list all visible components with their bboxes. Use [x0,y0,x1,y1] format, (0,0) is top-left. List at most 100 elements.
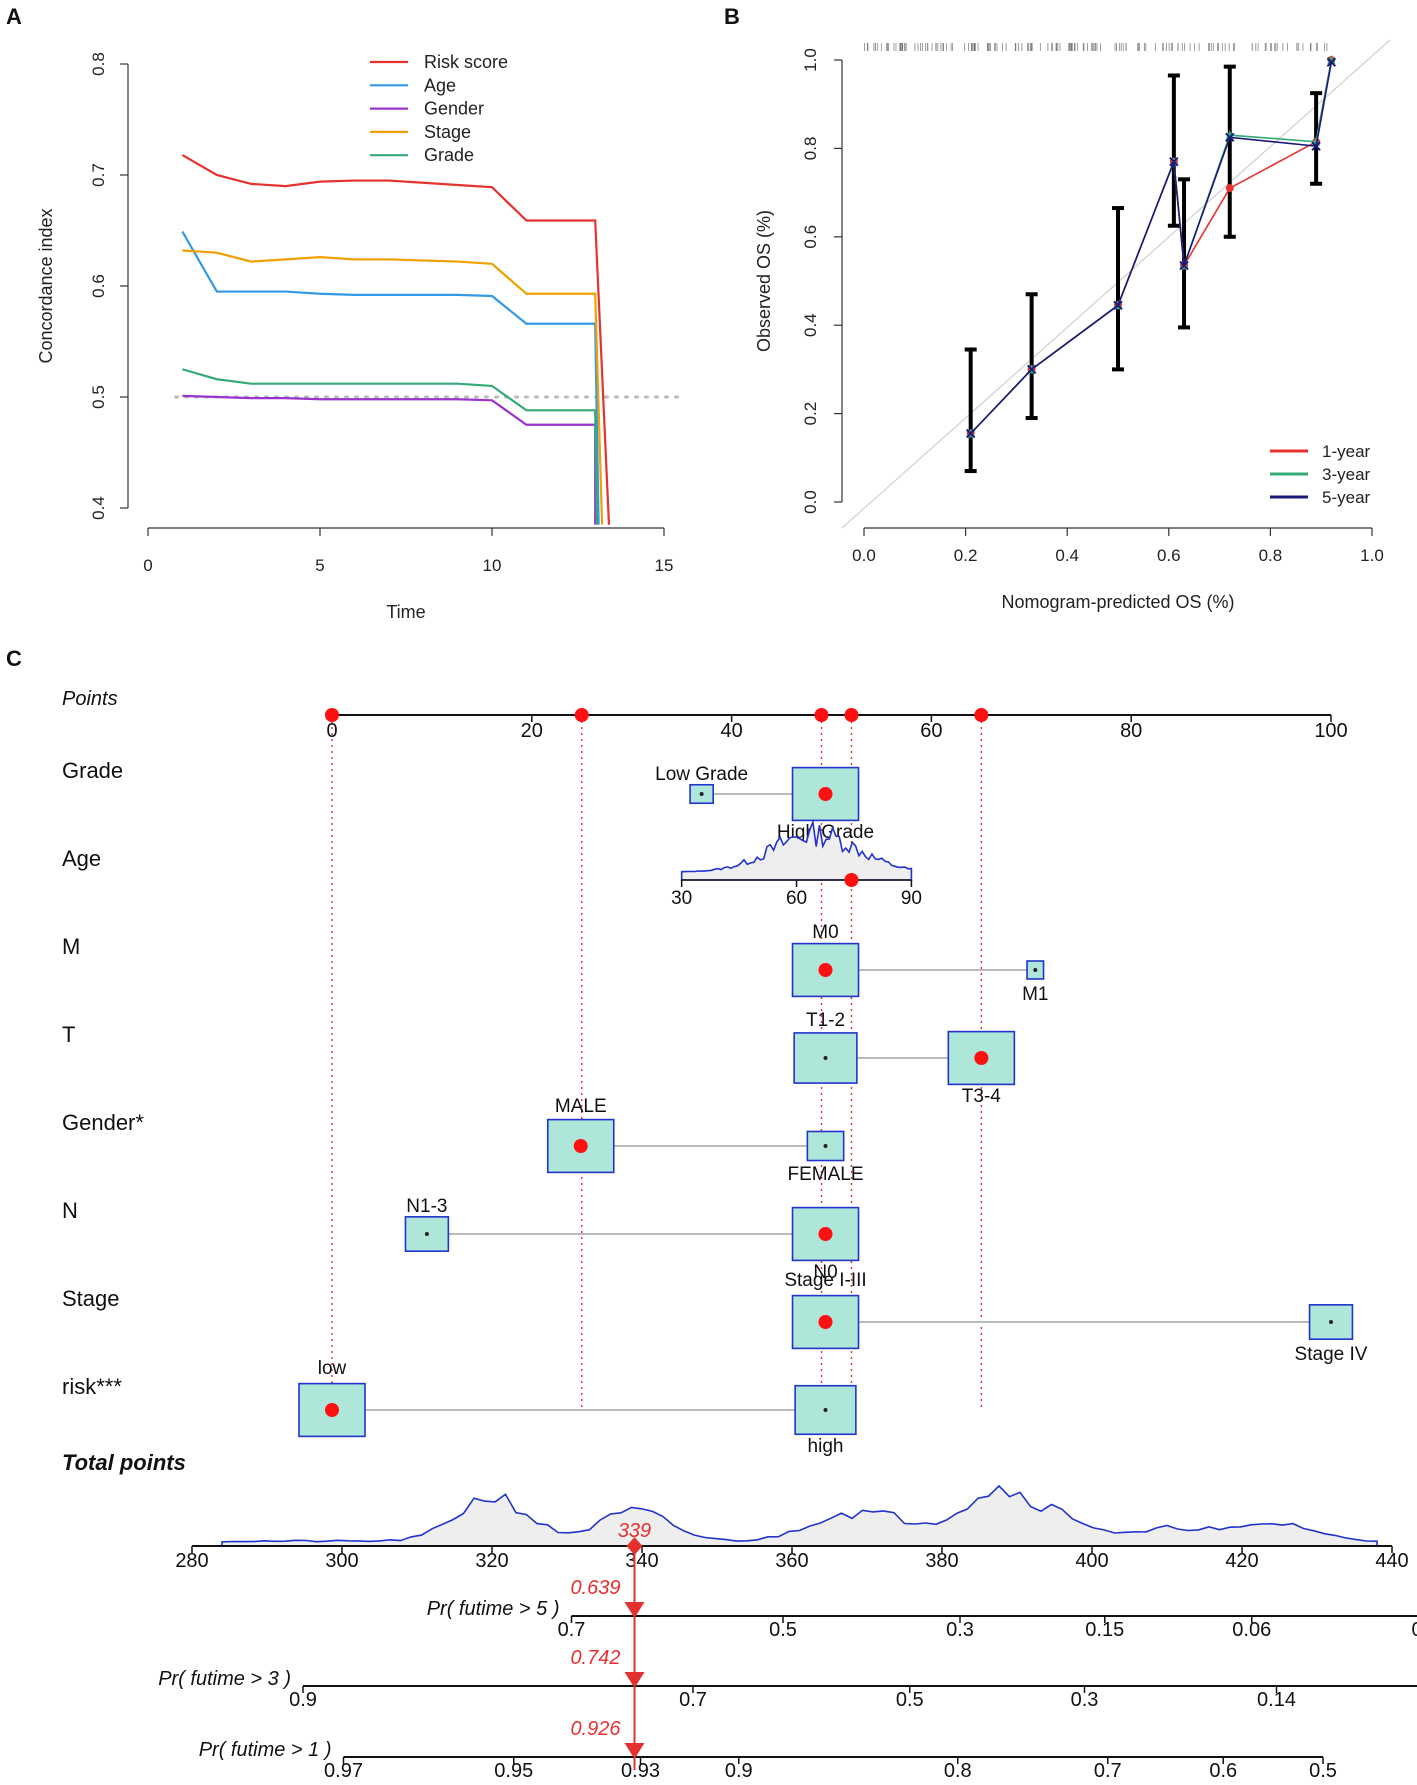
panel-label-c: C [6,646,22,671]
level-box [791,1294,860,1350]
b-x-axis-label: Nomogram-predicted OS (%) [1001,592,1234,612]
points-axis-marker [574,708,589,722]
probability-value: 0.926 [570,1718,621,1740]
b-point-5-year [1326,57,1337,67]
probability-axis-tick-label: 0.5 [896,1689,924,1711]
b-x-tick-label: 0.4 [1055,546,1079,565]
level-dot [1033,968,1038,972]
variable-label: N [62,1198,78,1223]
probability-value: 0.639 [570,1577,620,1599]
a-legend-label: Grade [424,145,474,165]
probability-axis-tick-label: 0.15 [1085,1619,1124,1641]
a-y-tick-label: 0.4 [89,496,108,520]
probability-axis-tick-label: 0.95 [494,1760,533,1782]
variable-label: Stage [62,1286,120,1311]
probability-axis-tick-label: 0.02 [1412,1619,1417,1641]
level-label: N0 [813,1262,837,1283]
b-point-5-year [1169,156,1179,167]
total-points-tick-label: 340 [625,1550,658,1572]
b-x-tick-label: 0.2 [954,546,978,565]
a-legend-label: Gender [424,99,484,119]
level-label: Stage I-III [784,1270,866,1291]
a-x-tick-label: 0 [143,556,152,575]
b-rug [864,43,1328,51]
level-label: Stage IV [1295,1344,1368,1365]
level-label: T1-2 [806,1010,845,1031]
total-points-tick-label: 380 [925,1550,958,1572]
points-axis-tick-label: 0 [326,720,337,742]
a-legend-label: Risk score [424,52,508,72]
variable-label: M [62,934,80,959]
probability-axis-label: Pr( futime > 5 ) [427,1598,560,1620]
b-point-5-year [1311,141,1321,151]
a-series-line-risk-score [181,154,611,525]
total-points-density [221,1484,1378,1547]
points-axis-tick-label: 20 [521,720,543,742]
variable-label: risk*** [62,1374,122,1399]
total-points-tick-label: 360 [775,1550,808,1572]
points-axis-tick-label: 100 [1314,720,1347,742]
b-y-axis-label: Observed OS (%) [754,210,774,352]
age-selected-marker [844,873,859,887]
panel-label-b: B [724,4,740,29]
age-axis-tick-label: 60 [786,888,807,909]
probability-axis-tick-label: 0.14 [1257,1689,1296,1711]
b-y-tick-label: 1.0 [801,48,820,72]
probability-axis-label: Pr( futime > 1 ) [199,1739,332,1761]
a-series-line-grade [182,368,599,525]
b-point-1-year [1225,184,1234,193]
b-legend-label: 1-year [1322,442,1371,461]
age-axis-tick-label: 30 [671,888,692,909]
level-label: T3-4 [962,1086,1002,1107]
level-label: High Grade [777,822,874,843]
selected-level-marker [974,1051,989,1065]
points-axis-tick-label: 60 [920,720,942,742]
probability-axis-tick-label: 0.97 [324,1760,363,1782]
total-points-tick-label: 400 [1075,1550,1108,1572]
b-point-3-year [1327,55,1336,64]
level-label: Low Grade [655,764,748,785]
b-y-tick-label: 0.0 [801,490,820,514]
total-points-tick-label: 320 [475,1550,508,1572]
age-density [680,819,913,881]
level-dot [1329,1320,1333,1324]
selected-level-marker [325,1403,339,1417]
level-dot [823,1408,828,1412]
selected-level-marker [818,1227,833,1241]
probability-axis-tick-label: 0.9 [289,1689,317,1711]
b-legend-label: 5-year [1322,488,1371,507]
b-legend-label: 3-year [1322,465,1371,484]
total-points-tick-label: 440 [1375,1550,1408,1572]
level-label: M1 [1022,984,1048,1005]
a-x-tick-label: 5 [315,556,324,575]
a-y-axis-label: Concordance index [36,208,56,363]
a-series-line-stage [182,249,604,525]
probability-value: 0.742 [570,1647,620,1669]
probability-axis-tick-label: 0.6 [1209,1760,1237,1782]
variable-label: T [62,1022,75,1047]
probability-axis-tick-label: 0.5 [769,1619,797,1641]
probability-axis-tick-label: 0.7 [679,1689,707,1711]
a-y-tick-label: 0.7 [89,163,108,187]
a-x-tick-label: 15 [655,556,674,575]
points-axis-tick-label: 40 [720,720,742,742]
selected-level-marker [818,787,833,801]
level-label: low [318,1358,347,1379]
probability-axis-tick-label: 0.7 [558,1619,586,1641]
level-dot [823,1144,828,1148]
b-point-5-year [1225,132,1235,143]
selected-level-marker [818,1315,833,1329]
probability-marker [624,1743,645,1759]
points-axis-marker [814,708,829,722]
points-axis-label: Points [62,688,118,710]
total-points-tick-label: 280 [175,1550,208,1572]
level-dot [699,792,704,796]
level-label: N1-3 [406,1196,447,1217]
total-points-tick-label: 420 [1225,1550,1258,1572]
total-points-marker-diamond [626,1537,643,1555]
level-dot [424,1232,429,1236]
total-points-tick-label: 300 [325,1550,358,1572]
b-y-tick-label: 0.2 [801,402,820,426]
panel-label-a: A [6,4,22,29]
